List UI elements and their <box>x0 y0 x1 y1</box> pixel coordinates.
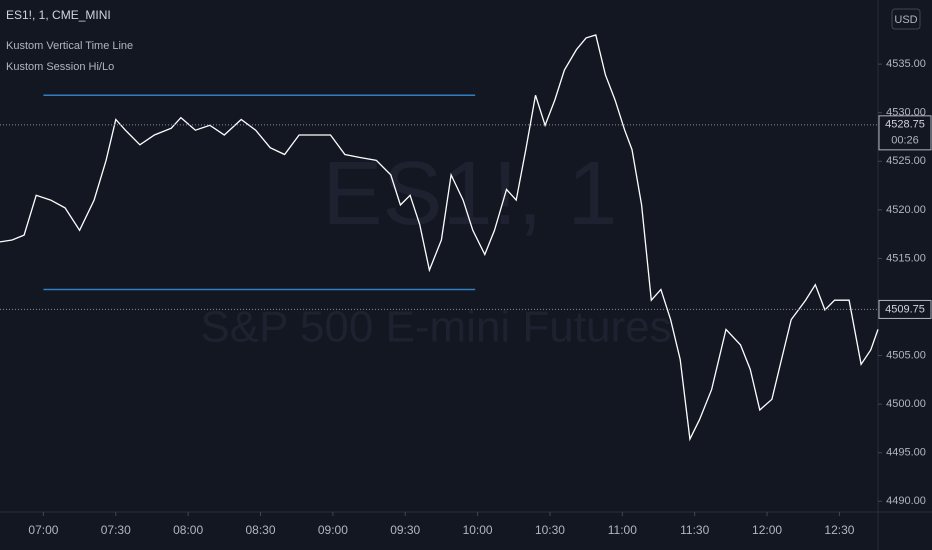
x-tick-label: 07:30 <box>101 523 131 537</box>
x-tick-label: 09:00 <box>318 523 348 537</box>
x-tick-label: 08:00 <box>173 523 203 537</box>
y-tick-label: 4535.00 <box>886 58 926 70</box>
y-tick-label: 4505.00 <box>886 349 926 361</box>
x-tick-label: 09:30 <box>390 523 420 537</box>
x-tick-label: 12:30 <box>824 523 854 537</box>
y-tick-label: 4495.00 <box>886 447 926 459</box>
x-tick-label: 12:00 <box>752 523 782 537</box>
x-tick-label: 10:30 <box>535 523 565 537</box>
watermark-symbol: ES1!, 1 <box>322 144 617 244</box>
y-tick-label: 4520.00 <box>886 204 926 216</box>
price-label-box <box>878 299 932 319</box>
y-tick-label: 4515.00 <box>886 252 926 264</box>
indicator-label: Kustom Vertical Time Line <box>6 40 133 52</box>
x-tick-label: 11:30 <box>680 523 709 537</box>
currency-label[interactable]: USD <box>894 14 917 26</box>
price-line <box>0 34 879 442</box>
x-tick-label: 10:00 <box>463 523 493 537</box>
x-tick-label: 11:00 <box>608 523 637 537</box>
indicator-label: Kustom Session Hi/Lo <box>6 61 114 73</box>
y-tick-label: 4490.00 <box>886 495 926 507</box>
price-label-box <box>878 115 932 151</box>
price-label: 4509.75 <box>885 303 925 315</box>
y-tick-label: 4500.00 <box>886 398 926 410</box>
currency-button[interactable] <box>891 8 921 30</box>
y-tick-label: 4525.00 <box>886 155 926 167</box>
price-label: 4528.75 <box>885 119 925 131</box>
watermark-name: S&P 500 E-mini Futures <box>200 303 671 352</box>
chart-title: ES1!, 1, CME_MINI <box>6 8 111 22</box>
x-tick-label: 08:30 <box>245 523 275 537</box>
x-tick-label: 07:00 <box>28 523 58 537</box>
price-countdown: 00:26 <box>891 135 919 147</box>
